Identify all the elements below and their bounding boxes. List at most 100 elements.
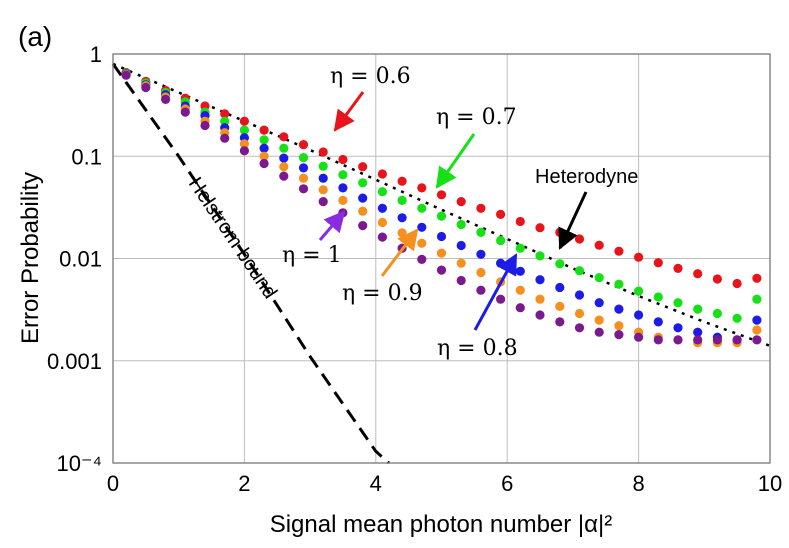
data-point <box>515 266 525 276</box>
data-point <box>338 170 348 180</box>
data-point <box>555 282 565 293</box>
data-point <box>555 301 565 311</box>
data-point <box>594 327 604 337</box>
data-point <box>476 285 486 295</box>
data-point <box>515 243 525 253</box>
annotation-heterodyne: Heterodyne <box>535 166 638 188</box>
data-point <box>614 304 624 314</box>
data-point <box>417 183 427 193</box>
data-point <box>338 154 348 165</box>
data-point <box>673 298 683 308</box>
x-tick-label: 0 <box>107 471 119 496</box>
data-point <box>456 258 466 268</box>
data-point <box>712 308 723 319</box>
data-point <box>555 317 565 327</box>
data-point <box>121 70 131 80</box>
arrow-eta-1 <box>318 210 346 241</box>
data-point <box>358 162 368 172</box>
data-point <box>673 335 683 345</box>
data-point <box>496 209 506 219</box>
data-point <box>752 294 762 304</box>
x-tick-label: 8 <box>632 471 644 496</box>
data-point <box>259 158 269 169</box>
data-point <box>673 263 683 273</box>
panel-label: (a) <box>18 21 52 52</box>
reference-curve-1 <box>111 63 390 465</box>
data-point <box>594 315 604 325</box>
y-tick-label: 1 <box>90 42 102 67</box>
data-point <box>279 171 289 181</box>
plot-frame <box>112 53 771 464</box>
data-point <box>476 249 486 259</box>
y-tick-label: 10⁻⁴ <box>56 451 102 476</box>
data-point <box>377 203 387 213</box>
data-point <box>535 275 545 285</box>
data-point <box>693 304 703 314</box>
arrow-eta-0.8 <box>473 253 518 331</box>
annotation-eta-0.9: η = 0.9 <box>342 281 423 306</box>
x-axis-title: Signal mean photon number |α|² <box>270 511 613 538</box>
data-point <box>496 294 506 304</box>
data-point <box>594 298 604 308</box>
data-point <box>358 178 368 188</box>
data-point <box>417 222 427 232</box>
data-point <box>298 173 309 183</box>
data-point <box>634 252 644 262</box>
data-point <box>732 278 742 289</box>
data-point <box>239 125 249 135</box>
data-point <box>496 235 506 246</box>
data-point <box>456 197 466 207</box>
data-point <box>377 217 387 228</box>
data-point <box>594 273 604 283</box>
data-point <box>574 290 585 300</box>
data-point <box>180 107 190 117</box>
data-point <box>653 258 663 268</box>
data-point <box>456 240 466 251</box>
data-point <box>496 258 506 268</box>
data-point <box>614 246 624 256</box>
data-point <box>535 223 545 233</box>
data-point <box>574 308 585 319</box>
data-point <box>259 125 269 135</box>
data-point <box>259 143 269 153</box>
data-point <box>653 317 663 327</box>
data-point <box>555 259 565 269</box>
data-point <box>279 132 289 142</box>
data-point <box>338 183 348 193</box>
data-point <box>200 120 210 131</box>
data-point <box>614 321 624 331</box>
x-tick-label: 6 <box>501 471 513 496</box>
data-point <box>436 190 447 200</box>
annotation-eta-0.7: η = 0.7 <box>436 105 517 130</box>
data-point <box>614 279 624 289</box>
data-point <box>515 216 525 227</box>
data-point <box>397 228 407 238</box>
data-point <box>279 143 289 153</box>
data-point <box>417 238 427 248</box>
data-point <box>555 227 565 237</box>
data-point <box>239 116 249 126</box>
y-tick-labels: 1 0.1 0.01 0.001 10⁻⁴ <box>47 42 102 476</box>
data-point <box>653 335 663 345</box>
data-point <box>239 146 249 156</box>
data-point <box>535 310 545 320</box>
data-point <box>476 227 486 237</box>
data-point <box>752 273 762 283</box>
data-point <box>417 254 427 264</box>
data-point <box>436 211 447 221</box>
data-point <box>476 203 486 213</box>
data-point <box>318 185 328 195</box>
data-point <box>279 162 289 172</box>
data-point <box>298 163 309 173</box>
data-point <box>220 133 230 143</box>
data-point <box>436 265 447 275</box>
data-point <box>298 184 309 194</box>
arrow-eta-0.9 <box>380 228 419 277</box>
x-tick-label: 4 <box>370 471 382 496</box>
data-point <box>259 151 269 161</box>
data-point <box>436 248 447 258</box>
data-point <box>712 335 723 345</box>
data-point <box>515 303 525 313</box>
x-tick-label: 10 <box>758 471 782 496</box>
